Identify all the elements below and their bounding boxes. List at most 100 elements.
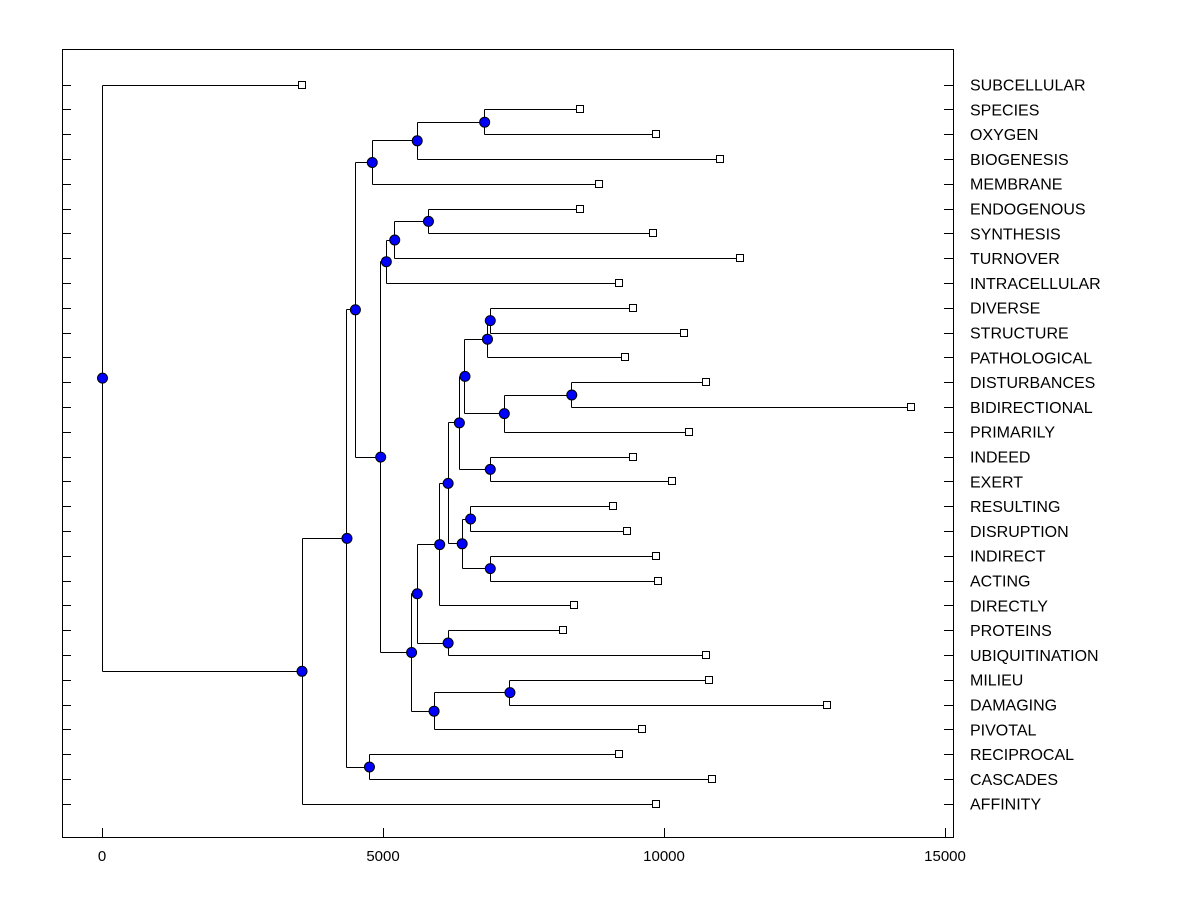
leaf-marker-cascades	[708, 775, 716, 783]
leaf-marker-indirect	[652, 552, 660, 560]
leaf-label-cascades: CASCADES	[970, 772, 1058, 789]
leaf-label-exert: EXERT	[970, 474, 1023, 491]
merge-node-m27	[341, 532, 353, 544]
leaf-marker-membrane	[595, 180, 603, 188]
leaf-label-species: SPECIES	[970, 102, 1039, 119]
merge-node-m2	[411, 135, 423, 147]
leaf-label-subcellular: SUBCELLULAR	[970, 78, 1086, 95]
leaf-label-directly: DIRECTLY	[970, 598, 1048, 615]
merge-node-m12	[484, 463, 496, 475]
leaf-label-indirect: INDIRECT	[970, 549, 1046, 566]
leaf-marker-biogenesis	[716, 155, 724, 163]
leaf-label-proteins: PROTEINS	[970, 623, 1052, 640]
leaf-label-biogenesis: BIOGENESIS	[970, 152, 1069, 169]
merge-node-m6	[380, 256, 392, 268]
merge-node-m16	[456, 538, 468, 550]
leaf-marker-pathological	[621, 353, 629, 361]
x-tick-label-15000: 15000	[924, 848, 966, 865]
leaf-label-synthesis: SYNTHESIS	[970, 226, 1061, 243]
leaf-marker-affinity	[652, 800, 660, 808]
merge-node-m25	[349, 304, 361, 316]
leaf-label-disruption: DISRUPTION	[970, 524, 1069, 541]
leaf-label-reciprocal: RECIPROCAL	[970, 747, 1074, 764]
leaf-marker-proteins	[559, 626, 567, 634]
merge-node-m26	[363, 761, 375, 773]
leaf-marker-directly	[570, 601, 578, 609]
leaf-label-primarily: PRIMARILY	[970, 425, 1055, 442]
merge-node-m24	[375, 451, 387, 463]
leaf-label-disturbances: DISTURBANCES	[970, 375, 1095, 392]
leaf-marker-diverse	[629, 304, 637, 312]
merge-node-m28	[296, 665, 308, 677]
leaf-label-membrane: MEMBRANE	[970, 177, 1062, 194]
leaf-label-intracellular: INTRACELLULAR	[970, 276, 1101, 293]
leaf-marker-reciprocal	[615, 750, 623, 758]
merge-node-m21	[504, 687, 516, 699]
leaf-label-turnover: TURNOVER	[970, 251, 1060, 268]
axis-ticks	[62, 85, 953, 837]
merge-node-m13	[453, 417, 465, 429]
merge-node-m4	[422, 215, 434, 227]
plot-frame	[62, 49, 954, 838]
leaf-label-oxygen: OXYGEN	[970, 127, 1038, 144]
merge-node-m8	[481, 333, 493, 345]
merge-node-m5	[389, 234, 401, 246]
leaf-marker-intracellular	[615, 279, 623, 287]
x-tick-labels: 0 5000 10000 15000	[98, 848, 966, 865]
leaf-labels: SUBCELLULAR SPECIES OXYGEN BIOGENESIS MEMBRA…	[970, 78, 1101, 814]
leaf-marker-disturbances	[702, 378, 710, 386]
leaf-marker-pivotal	[638, 725, 646, 733]
leaf-marker-milieu	[705, 676, 713, 684]
merge-node-markers	[97, 116, 578, 773]
merge-node-m23	[406, 646, 418, 658]
merge-node-m3	[366, 157, 378, 168]
leaf-marker-endogenous	[576, 205, 584, 213]
leaf-markers	[298, 81, 915, 808]
merge-node-m7	[484, 315, 496, 327]
leaf-marker-synthesis	[649, 229, 657, 237]
x-tick-label-10000: 10000	[643, 848, 685, 865]
leaf-marker-species	[576, 105, 584, 113]
leaf-label-affinity: AFFINITY	[970, 797, 1041, 814]
leaf-label-ubiquitination: UBIQUITINATION	[970, 648, 1099, 665]
leaf-label-damaging: DAMAGING	[970, 698, 1057, 715]
leaf-label-diverse: DIVERSE	[970, 301, 1040, 318]
leaf-marker-ubiquitination	[702, 651, 710, 659]
leaf-marker-oxygen	[652, 130, 660, 138]
merge-node-m10	[498, 408, 510, 420]
leaf-marker-indeed	[629, 453, 637, 461]
leaf-marker-bidirectional	[907, 403, 915, 411]
x-tick-label-0: 0	[98, 848, 106, 865]
leaf-marker-damaging	[823, 701, 831, 709]
merge-node-m1	[479, 116, 491, 128]
leaf-label-acting: ACTING	[970, 574, 1030, 591]
merge-node-m20	[411, 588, 423, 600]
merge-node-m17	[442, 477, 454, 489]
merge-node-m19	[442, 637, 454, 649]
merge-node-m18	[434, 539, 446, 551]
leaf-label-pathological: PATHOLOGICAL	[970, 350, 1092, 367]
x-tick-label-5000: 5000	[366, 848, 399, 865]
leaf-marker-disruption	[623, 527, 631, 535]
leaf-marker-subcellular	[298, 81, 306, 89]
leaf-label-pivotal: PIVOTAL	[970, 722, 1036, 739]
leaf-label-indeed: INDEED	[970, 450, 1030, 467]
merge-node-m15	[484, 563, 496, 575]
leaf-label-endogenous: ENDOGENOUS	[970, 202, 1086, 219]
leaf-marker-acting	[654, 577, 662, 585]
leaf-marker-exert	[668, 477, 676, 485]
merge-node-m14	[465, 513, 477, 525]
leaf-label-milieu: MILIEU	[970, 673, 1023, 690]
leaf-marker-primarily	[685, 428, 693, 436]
leaf-marker-structure	[680, 329, 688, 337]
leaf-label-resulting: RESULTING	[970, 499, 1060, 516]
merge-node-m9	[566, 389, 578, 401]
merge-node-m29	[97, 372, 108, 384]
leaf-label-bidirectional: BIDIRECTIONAL	[970, 400, 1093, 417]
leaf-marker-resulting	[609, 502, 617, 510]
merge-node-m22	[428, 705, 440, 717]
leaf-marker-turnover	[736, 254, 744, 262]
leaf-label-structure: STRUCTURE	[970, 326, 1069, 343]
merge-node-m11	[459, 370, 471, 382]
